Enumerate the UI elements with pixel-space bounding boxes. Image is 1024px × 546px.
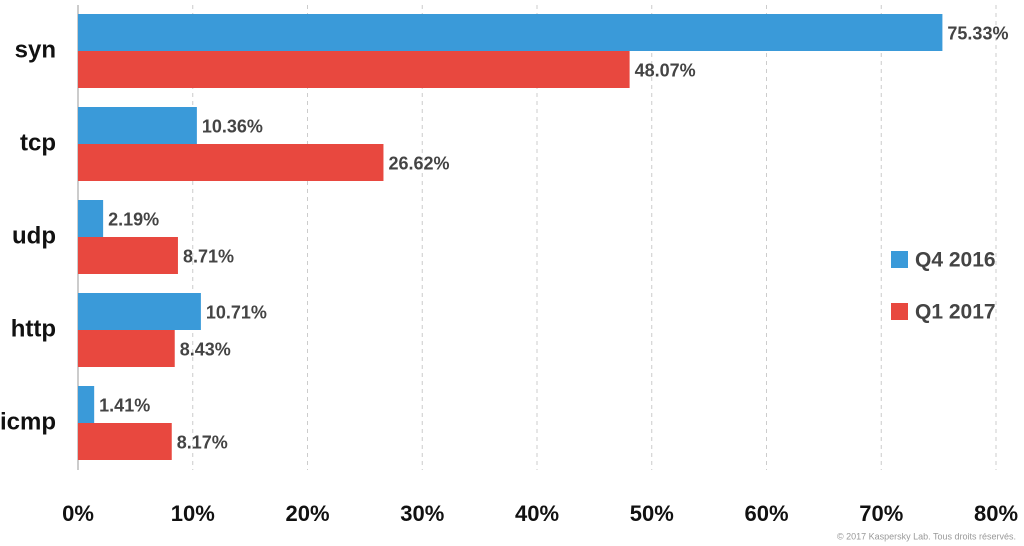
bar bbox=[78, 237, 178, 274]
value-label: 8.43% bbox=[180, 339, 231, 359]
category-label: tcp bbox=[20, 129, 56, 156]
bar bbox=[78, 200, 104, 237]
category-label: syn bbox=[15, 36, 56, 63]
x-tick-label: 60% bbox=[744, 501, 788, 526]
legend-label: Q1 2017 bbox=[915, 301, 996, 324]
value-label: 10.36% bbox=[202, 116, 263, 136]
x-tick-label: 0% bbox=[62, 501, 94, 526]
value-label: 26.62% bbox=[388, 153, 449, 173]
value-label: 8.17% bbox=[177, 432, 228, 452]
bar bbox=[78, 386, 95, 423]
value-label: 8.71% bbox=[183, 246, 234, 266]
bar bbox=[78, 423, 172, 460]
legend-label: Q4 2016 bbox=[915, 249, 996, 272]
x-tick-label: 20% bbox=[285, 501, 329, 526]
bar bbox=[78, 51, 630, 88]
bar bbox=[78, 293, 201, 330]
bar bbox=[78, 144, 384, 181]
legend-swatch bbox=[891, 251, 908, 268]
footnote: © 2017 Kaspersky Lab. Tous droits réserv… bbox=[837, 531, 1016, 541]
value-label: 75.33% bbox=[947, 23, 1008, 43]
value-label: 10.71% bbox=[206, 302, 267, 322]
x-tick-label: 50% bbox=[630, 501, 674, 526]
x-tick-label: 80% bbox=[974, 501, 1018, 526]
bar bbox=[78, 107, 197, 144]
value-label: 1.41% bbox=[99, 395, 150, 415]
value-label: 48.07% bbox=[635, 60, 696, 80]
x-tick-label: 70% bbox=[859, 501, 903, 526]
value-label: 2.19% bbox=[108, 209, 159, 229]
x-tick-label: 30% bbox=[400, 501, 444, 526]
bar bbox=[78, 14, 943, 51]
x-tick-label: 10% bbox=[171, 501, 215, 526]
category-label: udp bbox=[12, 222, 56, 249]
category-label: icmp bbox=[0, 408, 56, 435]
legend-swatch bbox=[891, 303, 908, 320]
category-label: http bbox=[11, 315, 56, 342]
bar bbox=[78, 330, 175, 367]
x-tick-label: 40% bbox=[515, 501, 559, 526]
